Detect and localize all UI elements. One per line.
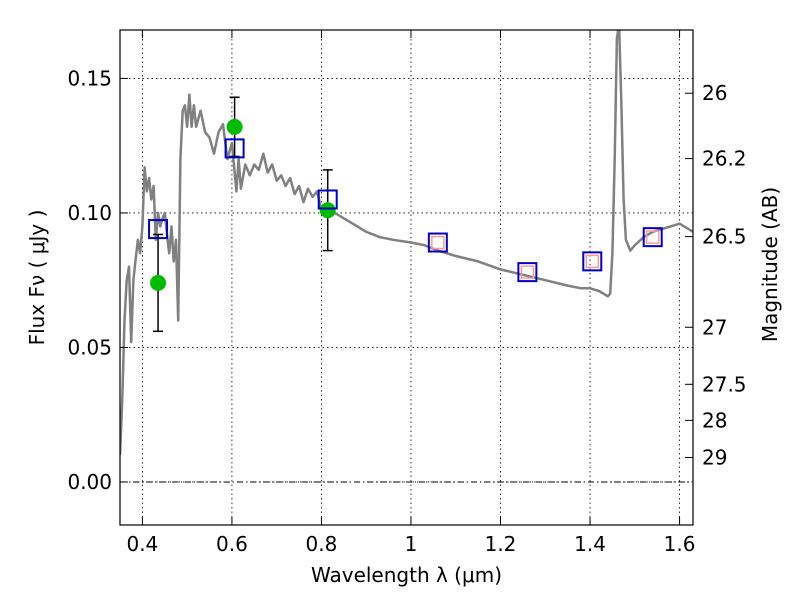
y-axis-ticks: 0.00 0.05 0.10 0.15 bbox=[67, 66, 128, 494]
y2-tick-label: 27.5 bbox=[702, 372, 747, 396]
plot-frame bbox=[119, 29, 694, 526]
model-band-point bbox=[427, 232, 448, 253]
nir-point bbox=[645, 230, 660, 244]
model-band-point bbox=[224, 138, 245, 159]
model-band-point bbox=[148, 219, 169, 240]
y2-tick-label: 26 bbox=[702, 81, 727, 105]
x-axis-title: Wavelength λ (μm) bbox=[311, 563, 502, 587]
model-band-points bbox=[148, 138, 663, 283]
y-tick-label: 0.15 bbox=[67, 66, 112, 90]
nir-point bbox=[520, 265, 535, 279]
model-band-point bbox=[582, 251, 603, 272]
y-tick-label: 0.00 bbox=[67, 470, 112, 494]
observed-points bbox=[150, 118, 336, 291]
y2-axis-title: Magnitude (AB) bbox=[758, 187, 782, 342]
nir-point bbox=[431, 235, 445, 250]
x-tick-label: 0.4 bbox=[126, 532, 158, 556]
x-tick-label: 0.8 bbox=[306, 532, 338, 556]
observed-point bbox=[319, 202, 336, 219]
x-tick-label: 1.4 bbox=[574, 532, 606, 556]
x-tick-label: 1.6 bbox=[664, 532, 696, 556]
nir-points bbox=[431, 230, 660, 279]
x-axis-ticks: 0.4 0.6 0.8 1 1.2 1.4 1.6 bbox=[126, 30, 695, 556]
model-band-point bbox=[317, 189, 338, 210]
y2-tick-label: 29 bbox=[702, 445, 727, 469]
model-band-point bbox=[517, 262, 538, 283]
y2-tick-label: 27 bbox=[702, 315, 727, 339]
model-spectrum-line bbox=[120, 30, 693, 456]
y2-tick-label: 26.5 bbox=[702, 225, 747, 249]
observed-point bbox=[150, 274, 167, 291]
x-tick-label: 1 bbox=[405, 532, 418, 556]
y-tick-label: 0.10 bbox=[67, 201, 112, 225]
grid bbox=[120, 30, 693, 525]
x-tick-label: 0.6 bbox=[216, 532, 248, 556]
nir-point bbox=[585, 254, 600, 269]
y2-tick-label: 26.2 bbox=[702, 147, 747, 171]
model-band-point bbox=[642, 227, 663, 248]
y2-axis-ticks: 26 26.2 26.5 27 27.5 28 29 bbox=[685, 81, 747, 469]
observed-point bbox=[226, 118, 243, 135]
x-tick-label: 1.2 bbox=[485, 532, 517, 556]
y-axis-title: Flux Fν ( μJy ) bbox=[25, 210, 49, 346]
y2-tick-label: 28 bbox=[702, 408, 727, 432]
y-tick-label: 0.05 bbox=[67, 335, 112, 359]
